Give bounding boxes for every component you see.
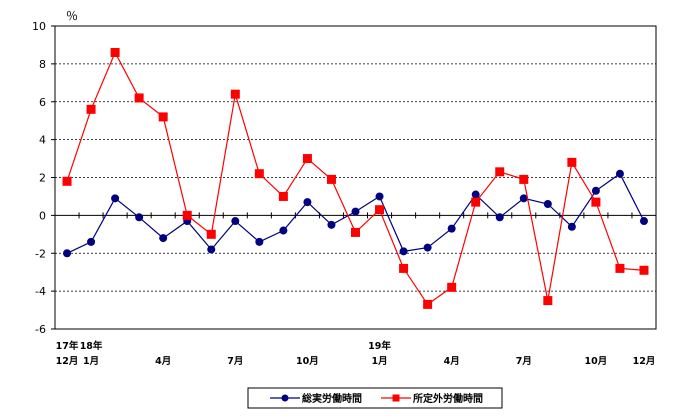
data-point	[86, 104, 96, 114]
data-point	[591, 197, 601, 207]
x-tick-label-year: 18年	[80, 340, 103, 352]
data-point	[279, 226, 288, 235]
x-tick-label-month: 12月	[56, 356, 79, 367]
data-point	[639, 217, 648, 226]
data-point	[87, 237, 96, 246]
data-point	[111, 194, 120, 203]
data-point	[471, 190, 480, 199]
data-point	[519, 174, 529, 184]
data-point	[159, 234, 168, 243]
data-point	[375, 192, 384, 201]
legend-label-series-1: 総実労働時間	[302, 392, 362, 405]
data-point	[615, 169, 624, 178]
data-point	[567, 222, 576, 231]
data-point	[375, 205, 385, 215]
data-point	[206, 229, 216, 239]
data-point	[543, 200, 552, 209]
data-point	[567, 157, 577, 167]
data-point	[519, 194, 528, 203]
gridlines	[55, 63, 656, 292]
y-tick-label: 10	[32, 20, 46, 33]
data-point	[207, 245, 216, 254]
data-point	[327, 220, 336, 229]
series-layer	[62, 48, 649, 309]
data-point	[591, 186, 600, 195]
legend-box	[247, 387, 503, 409]
y-axis-ticks: 10 8 6 4 2 0 -2 -4 -6	[32, 20, 55, 336]
data-point	[182, 210, 192, 220]
y-tick-label: -4	[35, 285, 46, 298]
data-point	[639, 265, 649, 275]
x-tick-label-year: 19年	[368, 340, 391, 352]
data-point	[495, 213, 504, 222]
series-1	[63, 169, 648, 258]
unit-label: ％	[66, 9, 78, 23]
data-point	[399, 263, 409, 273]
x-tick-label-month: 4月	[155, 356, 171, 367]
x-tick-label-month: 12月	[633, 356, 656, 367]
y-tick-label: 6	[39, 96, 46, 109]
data-point	[302, 154, 312, 164]
data-point	[231, 217, 240, 226]
x-tick-label-month: 1月	[371, 356, 387, 367]
data-point	[351, 227, 360, 237]
data-point	[255, 237, 264, 246]
data-point	[615, 263, 625, 273]
y-tick-label: 4	[39, 134, 46, 147]
data-point	[134, 93, 144, 103]
data-point	[495, 167, 505, 177]
data-point	[135, 213, 144, 222]
data-point	[423, 299, 433, 309]
data-point	[278, 191, 288, 201]
data-point	[471, 197, 481, 207]
data-point	[351, 207, 360, 216]
series-2	[62, 48, 649, 309]
data-point	[254, 169, 264, 179]
data-point	[303, 198, 312, 207]
data-point	[447, 282, 457, 292]
y-tick-label: -2	[35, 247, 46, 260]
x-tick-label-year: 17年	[56, 340, 79, 352]
data-point	[543, 296, 553, 306]
x-tick-label-month: 4月	[444, 356, 460, 367]
x-tick-label-month: 10月	[585, 356, 608, 367]
y-tick-label: 8	[39, 58, 46, 71]
legend-label-series-2: 所定外労働時間	[413, 392, 483, 405]
data-point	[230, 89, 240, 99]
x-tick-label-month: 10月	[296, 356, 319, 367]
data-point	[110, 48, 120, 58]
y-tick-label: -6	[35, 323, 46, 336]
data-point	[326, 174, 336, 184]
y-tick-label: 0	[39, 209, 46, 222]
legend-marker-series-1	[281, 394, 289, 402]
data-point	[62, 176, 72, 186]
x-tick-label-month: 1月	[83, 356, 99, 367]
x-tick-label-month: 7月	[516, 356, 532, 367]
data-point	[158, 112, 168, 122]
legend-marker-series-2	[392, 394, 400, 402]
y-tick-label: 2	[39, 172, 46, 185]
x-tick-label-month: 7月	[227, 356, 243, 367]
data-point	[63, 249, 72, 258]
data-point	[423, 243, 432, 252]
data-point	[399, 247, 408, 256]
data-point	[447, 224, 456, 233]
legend: 総実労働時間 所定外労働時間	[247, 387, 503, 409]
